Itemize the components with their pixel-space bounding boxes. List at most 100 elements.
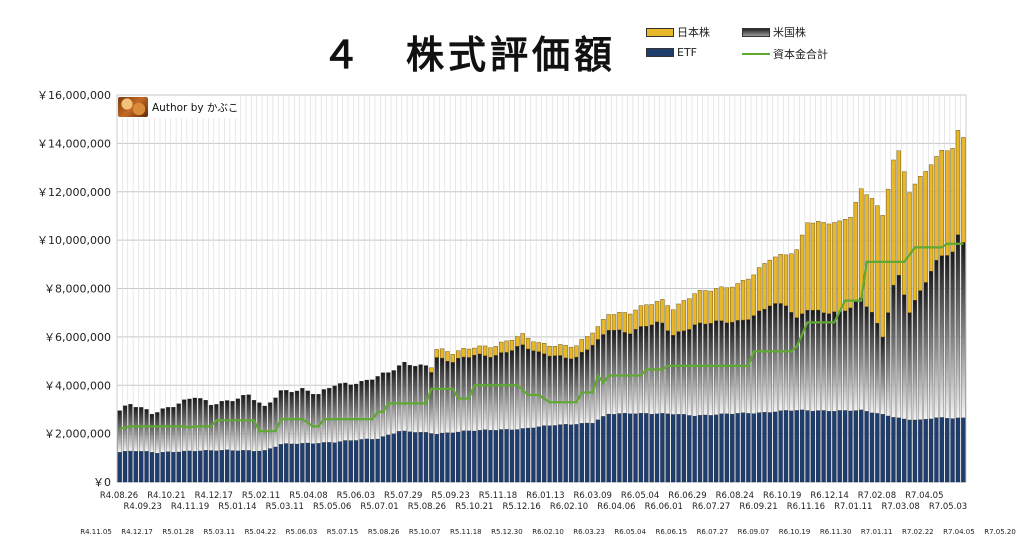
bar-etf <box>375 438 380 483</box>
x-tick-label: R6.01.13 <box>526 491 564 501</box>
bar-us-stock <box>826 313 832 412</box>
bar-japan-stock <box>961 137 966 243</box>
bar-us-stock <box>192 397 197 452</box>
bar-us-stock <box>160 408 165 453</box>
bar-us-stock <box>934 260 939 418</box>
bar-us-stock <box>214 404 219 452</box>
bar-etf <box>859 409 864 483</box>
bar-us-stock <box>536 351 541 427</box>
bar-japan-stock <box>585 336 590 351</box>
bar-us-stock <box>628 333 633 414</box>
x-tick-label: R5.05.06 <box>313 502 351 512</box>
bar-japan-stock <box>805 222 810 311</box>
bar-japan-stock <box>816 221 821 311</box>
bar-us-stock <box>789 312 794 412</box>
bar-etf <box>633 413 638 483</box>
bar-us-stock <box>364 379 369 440</box>
bar-us-stock <box>783 305 789 411</box>
bar-japan-stock <box>574 345 579 358</box>
bar-japan-stock <box>434 349 439 358</box>
bar-etf <box>547 425 552 483</box>
bar-us-stock <box>665 330 670 414</box>
bar-us-stock <box>370 379 375 440</box>
x-tick-label-secondary: R5.12.30 <box>491 528 523 536</box>
bar-etf <box>144 451 149 483</box>
bar-us-stock <box>144 409 149 452</box>
bar-us-stock <box>278 390 283 445</box>
bar-etf <box>622 412 627 483</box>
bar-us-stock <box>300 387 305 444</box>
bar-us-stock <box>714 320 719 415</box>
bar-japan-stock <box>714 288 719 321</box>
bar-us-stock <box>117 410 122 453</box>
x-tick-label: R6.05.04 <box>621 491 659 501</box>
bar-us-stock <box>225 400 230 450</box>
bar-us-stock <box>859 297 864 411</box>
bar-japan-stock <box>520 333 525 345</box>
bar-etf <box>762 411 767 483</box>
bar-etf <box>697 414 703 483</box>
bar-us-stock <box>601 334 606 417</box>
bar-etf <box>434 433 439 483</box>
bar-us-stock <box>499 352 504 430</box>
bar-etf <box>268 448 273 483</box>
bar-etf <box>396 431 402 483</box>
bar-etf <box>117 452 122 483</box>
legend-label-japan: 日本株 <box>677 26 710 39</box>
bar-japan-stock <box>740 280 746 321</box>
bar-etf <box>601 416 606 483</box>
bar-japan-stock <box>746 278 751 320</box>
bar-etf <box>816 410 821 483</box>
bar-us-stock <box>633 329 638 414</box>
bar-etf <box>122 451 128 483</box>
bar-us-stock <box>794 317 799 411</box>
x-tick-label: R6.09.21 <box>739 502 777 512</box>
bar-etf <box>327 442 332 483</box>
bar-us-stock <box>509 350 515 431</box>
bar-us-stock <box>504 352 509 430</box>
x-tick-label: R4.11.19 <box>171 502 209 512</box>
bar-us-stock <box>671 335 676 415</box>
bar-etf <box>149 452 155 483</box>
bar-us-stock <box>482 355 488 430</box>
bar-etf <box>789 410 794 483</box>
bar-etf <box>869 412 875 483</box>
bar-us-stock <box>472 354 477 432</box>
bar-japan-stock <box>456 350 461 359</box>
bar-etf <box>671 414 676 483</box>
bar-japan-stock <box>842 219 848 312</box>
x-tick-label: R6.04.06 <box>597 502 635 512</box>
bar-japan-stock <box>918 176 923 291</box>
bar-us-stock <box>552 355 558 426</box>
bar-etf <box>638 412 644 483</box>
x-tick-label-secondary: R5.03.11 <box>203 528 235 536</box>
y-tick-label: ￥16,000,000 <box>37 89 111 102</box>
bar-japan-stock <box>945 150 950 256</box>
bar-us-stock <box>773 303 778 413</box>
x-tick-label: R4.12.17 <box>195 491 233 501</box>
bar-etf <box>348 440 353 483</box>
bar-etf <box>945 418 950 483</box>
x-tick-label-secondary: R5.07.15 <box>327 528 359 536</box>
bar-japan-stock <box>751 274 756 316</box>
bar-etf <box>676 414 681 483</box>
bar-us-stock <box>918 290 923 420</box>
bar-us-stock <box>869 312 875 414</box>
bar-japan-stock <box>606 314 611 331</box>
bar-us-stock <box>563 357 568 425</box>
bar-etf <box>794 410 799 483</box>
bar-etf <box>563 424 568 483</box>
x-tick-label: R5.03.11 <box>266 502 304 512</box>
bar-etf <box>896 417 901 483</box>
bar-etf <box>918 419 923 483</box>
bar-us-stock <box>520 344 525 429</box>
bar-etf <box>853 410 858 483</box>
bar-us-stock <box>133 407 138 452</box>
bar-us-stock <box>961 242 966 418</box>
x-tick-label: R5.01.14 <box>218 502 256 512</box>
bar-etf <box>681 414 687 483</box>
bar-etf <box>735 413 740 483</box>
bar-us-stock <box>654 321 660 415</box>
bar-etf <box>418 431 423 483</box>
